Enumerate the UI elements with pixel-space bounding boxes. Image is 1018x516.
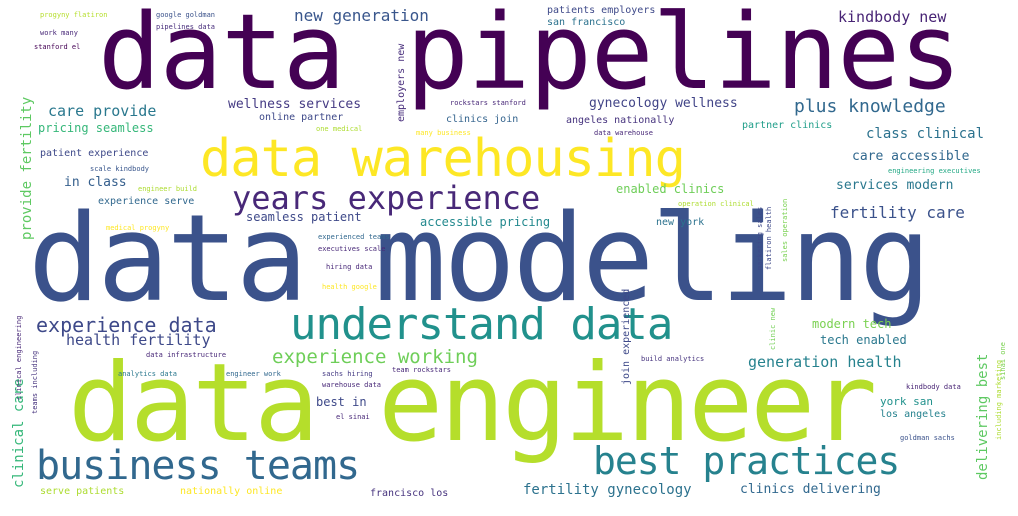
word: care provide <box>48 102 157 120</box>
word: accessible pricing <box>420 215 551 229</box>
word: york san <box>880 395 933 408</box>
word: teams including <box>31 350 39 414</box>
word: data pipelines <box>98 0 962 113</box>
word: one medical <box>316 125 363 133</box>
word: understand data <box>290 299 673 350</box>
word: care accessible <box>852 149 970 164</box>
word: services modern <box>836 178 954 193</box>
word: join experienced <box>621 288 632 385</box>
word: progyny flatiron <box>40 11 108 19</box>
word: partner clinics <box>742 120 833 131</box>
word: enabled clinics <box>616 182 725 196</box>
word: kindbody new <box>838 8 947 26</box>
word: team rockstars <box>392 366 452 374</box>
word: health fertility <box>66 331 211 349</box>
word: pipelines data <box>156 23 216 31</box>
word: engineer work <box>226 370 281 378</box>
word: business teams <box>36 443 360 489</box>
word: los angeles <box>880 409 947 420</box>
word: health google <box>322 283 377 291</box>
word: patients employers <box>547 5 656 16</box>
word: patient experience <box>40 148 149 159</box>
word: employers new <box>396 43 407 122</box>
word: experience working <box>272 346 478 368</box>
word: scale kindbody <box>90 165 150 173</box>
word: online partner <box>259 112 344 123</box>
word: data infrastructure <box>146 351 227 359</box>
word: work many <box>40 29 78 37</box>
word: operation clinical <box>678 200 754 208</box>
word: pricing seamless <box>38 121 154 135</box>
word: goldman sachs <box>900 434 955 442</box>
word: gynecology wellness <box>589 96 738 111</box>
word: analytics data <box>118 370 178 378</box>
word: fertility care <box>830 203 965 222</box>
word: experience serve <box>98 196 195 207</box>
word: years experience <box>232 179 541 217</box>
word: clinic new <box>769 307 777 350</box>
word: san francisco <box>547 17 626 28</box>
word: flatiron health <box>765 206 773 270</box>
word: build analytics <box>641 355 705 363</box>
word: provide fertility <box>19 96 35 240</box>
word: angeles nationally <box>566 115 675 126</box>
word: data warehousing <box>200 129 686 189</box>
word: clinics delivering <box>740 482 881 497</box>
word: engineer build <box>138 185 198 193</box>
word: modern tech <box>812 317 892 331</box>
word: marketing sales <box>756 206 764 270</box>
word: generation health <box>748 353 902 371</box>
word: stanford el <box>34 43 81 51</box>
word: clinical engineering <box>15 315 23 400</box>
word: nationally online <box>180 486 283 497</box>
word: el sinai <box>336 413 370 421</box>
word: serve patients <box>40 486 125 497</box>
word: in class <box>64 175 127 190</box>
word: new generation <box>294 6 429 25</box>
word: seamless patient <box>246 210 362 224</box>
word: new york <box>656 217 705 228</box>
word: delivering best <box>975 353 991 480</box>
word: sales operation <box>781 198 789 262</box>
word: many business <box>416 129 471 137</box>
word: fertility gynecology <box>523 482 692 498</box>
word: class clinical <box>866 126 985 142</box>
word: best practices <box>593 439 900 483</box>
word: experience data <box>36 313 217 337</box>
word: google goldman <box>156 11 216 19</box>
word: wellness services <box>228 97 362 112</box>
word: warehouse data <box>322 381 382 389</box>
word: data modeling <box>28 190 931 329</box>
word: engineering executives <box>888 167 981 175</box>
word: hiring data <box>326 263 373 271</box>
word: executives scale <box>318 245 386 253</box>
word: kindbody data <box>906 383 961 391</box>
word: clinics join <box>446 114 519 125</box>
word: medical progyny <box>106 224 170 232</box>
word: tech enabled <box>820 333 907 347</box>
word: best in <box>316 395 367 409</box>
word: sachs hiring <box>322 370 373 378</box>
word: rockstars stanford <box>450 99 526 107</box>
word: data warehouse <box>594 129 654 137</box>
word: sinai one <box>999 342 1007 380</box>
word: francisco los <box>370 488 449 499</box>
word: plus knowledge <box>794 96 946 117</box>
word: data engineer <box>68 341 877 466</box>
word: experienced teams <box>318 233 390 241</box>
